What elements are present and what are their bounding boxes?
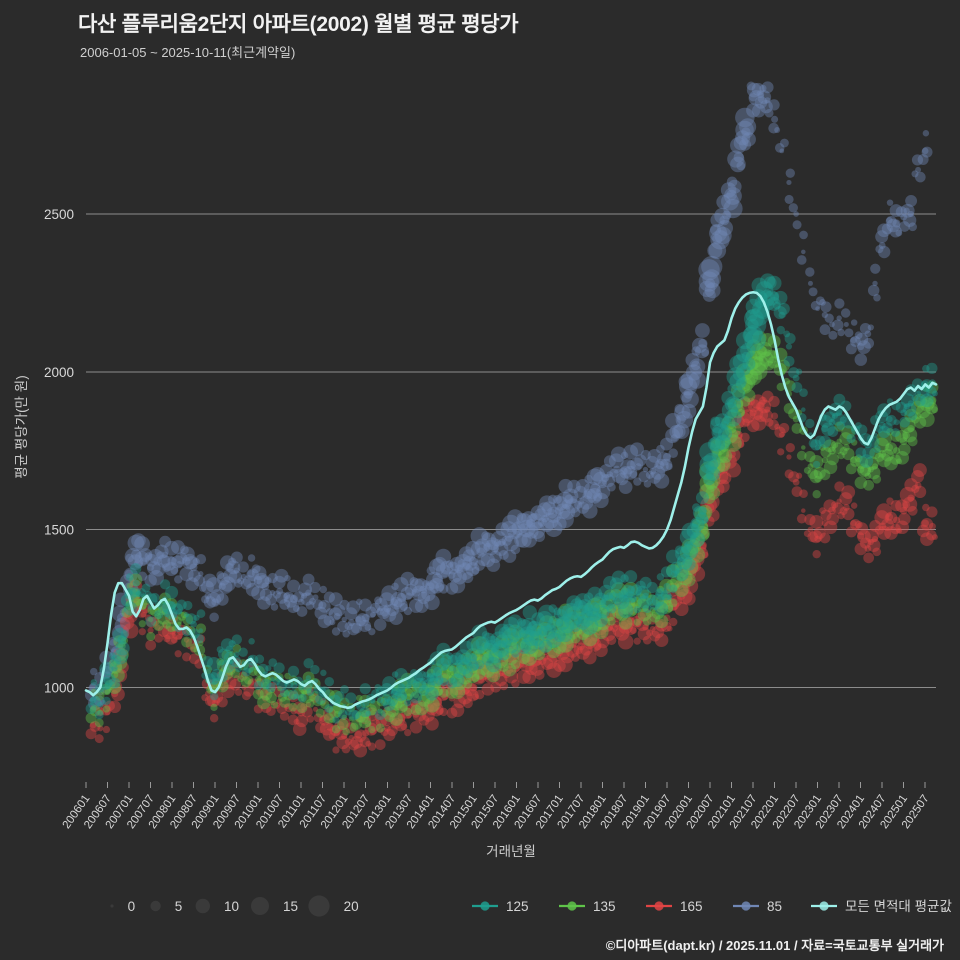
legend-item-165: 165 (646, 899, 703, 914)
size-legend-label: 5 (175, 899, 183, 914)
size-legend: 0 5 10 15 20 (110, 895, 359, 917)
size-legend-label: 10 (224, 899, 239, 914)
legend-item-모든 면적대 평균값: 모든 면적대 평균값 (811, 899, 952, 914)
footer-credit: ©디아파트(dapt.kr) / 2025.11.01 / 자료=국토교통부 실… (605, 938, 944, 953)
y-axis-ticks: 1000 1500 2000 2500 (44, 207, 74, 695)
color-legend[interactable]: 125 135 165 85 모든 면적대 평균값 (472, 899, 952, 914)
gridlines (86, 213, 936, 688)
svg-text:2000: 2000 (44, 365, 74, 380)
size-legend-bubble (195, 898, 210, 914)
series-85 (84, 81, 933, 711)
scatter-points-layer (84, 81, 939, 758)
average-line (84, 290, 938, 710)
series-165 (85, 390, 938, 758)
svg-text:165: 165 (680, 899, 703, 914)
size-legend-bubble (308, 895, 330, 917)
svg-text:85: 85 (767, 899, 782, 914)
page-title: 다산 플루리움2단지 아파트(2002) 월별 평균 평당가 (78, 13, 519, 36)
legend-item-135: 135 (559, 899, 616, 914)
svg-text:125: 125 (506, 899, 529, 914)
size-legend-label: 15 (283, 899, 298, 914)
svg-text:모든 면적대 평균값: 모든 면적대 평균값 (845, 899, 952, 914)
svg-text:1000: 1000 (44, 680, 74, 695)
size-legend-label: 0 (128, 899, 136, 914)
legend-item-85: 85 (733, 899, 782, 914)
size-legend-bubble (150, 900, 161, 912)
size-legend-bubble (251, 897, 269, 915)
legend-item-125: 125 (472, 899, 529, 914)
page-subtitle: 2006-01-05 ~ 2025-10-11(최근계약일) (80, 45, 296, 60)
svg-text:135: 135 (593, 899, 616, 914)
y-axis-title: 평균 평당가(만 원) (14, 375, 29, 478)
series-135 (85, 330, 939, 736)
size-legend-label: 20 (344, 899, 359, 914)
size-legend-bubble (110, 904, 114, 908)
x-axis-ticks: 2006012006072007012007072008012008072009… (61, 782, 932, 831)
x-axis-title: 거래년월 (486, 844, 536, 859)
svg-text:1500: 1500 (44, 523, 74, 538)
svg-text:2500: 2500 (44, 207, 74, 222)
